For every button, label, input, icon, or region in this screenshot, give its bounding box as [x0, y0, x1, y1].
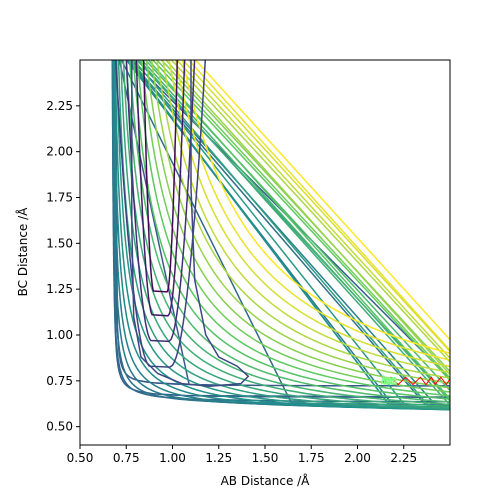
contour-line — [135, 60, 186, 317]
contour-line — [131, 60, 250, 388]
contour-line — [114, 60, 207, 368]
y-tick-label: 2.00 — [46, 145, 73, 159]
contour-line — [156, 60, 450, 379]
x-axis-label: AB Distance /Å — [221, 473, 311, 488]
contour-lines — [111, 60, 450, 411]
contour-line — [168, 60, 450, 368]
contour-line — [115, 60, 450, 411]
y-tick-label: 1.50 — [46, 236, 73, 250]
contour-line — [132, 60, 450, 400]
contour-line — [122, 60, 450, 408]
x-tick-label: 1.75 — [298, 451, 325, 465]
contour-line — [128, 60, 450, 403]
x-tick-label: 0.75 — [113, 451, 140, 465]
trajectory-start-marker — [391, 377, 398, 385]
y-tick-label: 1.25 — [46, 282, 73, 296]
contour-line — [181, 60, 450, 354]
x-tick-label: 1.25 — [205, 451, 232, 465]
y-axis-label: BC Distance /Å — [15, 207, 30, 297]
contour-line — [142, 60, 179, 293]
y-tick-label: 2.25 — [46, 99, 73, 113]
x-tick-label: 2.25 — [390, 451, 417, 465]
x-tick-label: 1.00 — [159, 451, 186, 465]
contour-line — [120, 60, 450, 409]
contour-line — [114, 60, 450, 411]
contour-line — [150, 60, 450, 384]
x-tick-label: 0.50 — [67, 451, 94, 465]
x-tick-label: 1.50 — [252, 451, 279, 465]
contour-line — [141, 60, 450, 393]
y-tick-label: 0.50 — [46, 420, 73, 434]
contour-line — [145, 60, 450, 389]
y-tick-label: 1.75 — [46, 191, 73, 205]
y-tick-label: 1.00 — [46, 328, 73, 342]
x-tick-label: 2.00 — [344, 451, 371, 465]
trajectory-path — [380, 374, 450, 386]
contour-line — [136, 60, 450, 397]
contour-line — [174, 60, 450, 361]
trajectory-line — [381, 376, 450, 386]
x-axis-ticks: 0.50 0.75 1.00 1.25 1.50 1.75 2.00 2.25 — [67, 445, 417, 465]
y-tick-label: 0.75 — [46, 374, 73, 388]
y-axis-ticks: 0.50 0.75 1.00 1.25 1.50 1.75 2.00 2.25 — [46, 99, 80, 434]
contour-line — [125, 60, 450, 406]
